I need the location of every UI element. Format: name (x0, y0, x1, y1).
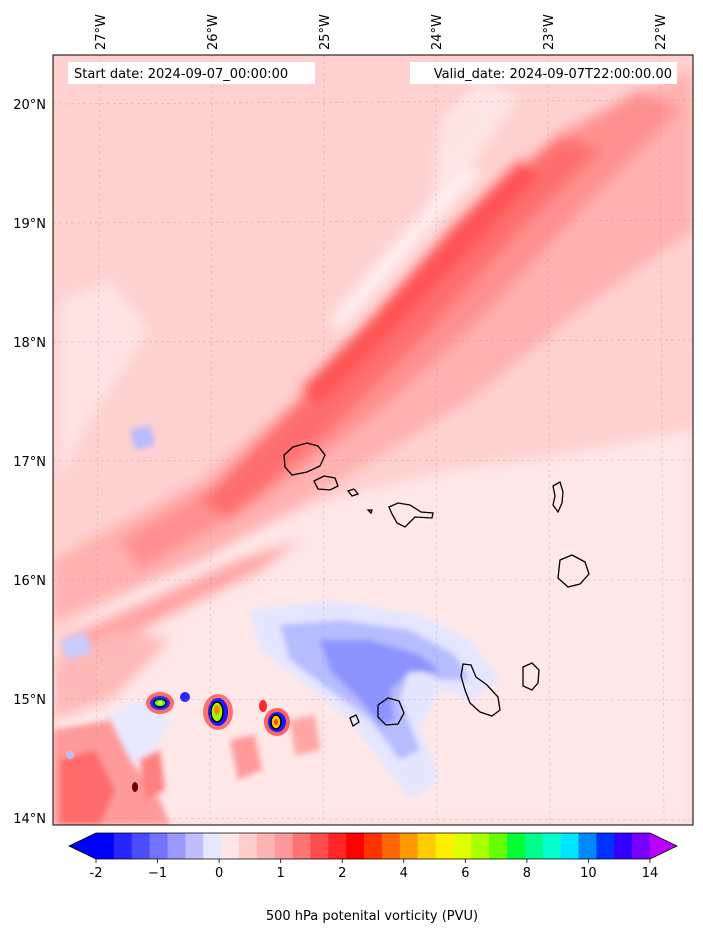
island-santiago (460, 663, 501, 717)
colorbar-swatch (417, 833, 437, 859)
island-sao-vicente (313, 475, 339, 491)
lat-tick-label: 16°N (13, 574, 46, 589)
island-santo-antao (283, 442, 326, 476)
colorbar-swatch (203, 833, 222, 859)
colorbar-tick-label: 4 (400, 866, 408, 881)
colorbar-tick-label: 6 (461, 866, 469, 881)
island-fogo (377, 697, 405, 726)
colorbar-swatch (560, 833, 580, 859)
colorbar-tick-labels: -2 −1 0 1 2 4 6 8 10 14 (90, 859, 659, 881)
colorbar-swatch (542, 833, 562, 859)
vortex-3 (264, 708, 290, 736)
lon-tick-label: 26°W (206, 14, 221, 50)
colorbar-swatch (167, 833, 186, 859)
colorbar-tick-label: 1 (277, 866, 285, 881)
colorbar-tick-label: 0 (215, 866, 223, 881)
island-branco (366, 509, 373, 515)
colorbar-tick-label: -2 (90, 866, 103, 881)
lon-tick-label: 25°W (318, 14, 333, 50)
lat-tick-label: 20°N (13, 98, 46, 113)
colorbar-swatch (256, 833, 276, 859)
colorbar-tick-label: 10 (580, 866, 597, 881)
colorbar-swatch (131, 833, 151, 859)
colorbar-swatch (328, 833, 347, 859)
lat-tick-label: 17°N (13, 455, 46, 470)
colorbar-under-arrow (69, 833, 96, 859)
colorbar-swatch (524, 833, 544, 859)
colorbar-swatch (149, 833, 168, 859)
lat-tick-label: 19°N (13, 217, 46, 232)
island-santa-luzia (346, 488, 360, 497)
colorbar-swatch (185, 833, 204, 859)
colorbar-swatch (364, 833, 383, 859)
colorbar-swatch (435, 833, 454, 859)
colorbar-swatch (507, 833, 526, 859)
vortex-small-d (66, 751, 74, 759)
island-maio (522, 662, 540, 691)
valid-date-box (410, 62, 677, 84)
colorbar-tick-label: 8 (523, 866, 531, 881)
lon-tick-label: 22°W (654, 14, 669, 50)
lon-tick-label: 27°W (94, 14, 109, 50)
map-frame (52, 54, 694, 826)
colorbar-swatch (489, 833, 508, 859)
colorbar-swatch (221, 833, 240, 859)
island-brava (349, 714, 360, 727)
lat-tick-label: 14°N (13, 812, 46, 827)
lon-tick-label: 24°W (430, 14, 445, 50)
colorbar-swatch (346, 833, 365, 859)
colorbar-swatch (238, 833, 258, 859)
graticule (53, 55, 693, 825)
valid-date-label: Valid_date: 2024-09-07T22:00:00.00 (434, 67, 672, 82)
colorbar-swatch (292, 833, 311, 859)
coastlines (283, 442, 590, 727)
vortex-1 (146, 692, 174, 714)
colorbar-swatch (632, 833, 651, 859)
longitude-tick-labels: 27°W 26°W 25°W 24°W 23°W 22°W (94, 14, 669, 50)
colorbar-swatch (381, 833, 401, 859)
colorbar-tick-label: 2 (338, 866, 346, 881)
colorbar-swatch (453, 833, 472, 859)
latitude-tick-labels: 20°N 19°N 18°N 17°N 16°N 15°N 14°N (13, 98, 46, 827)
lon-tick-label: 23°W (542, 14, 557, 50)
colorbar-swatch (471, 833, 490, 859)
colorbar-swatch (596, 833, 615, 859)
island-sao-nicolau (388, 502, 434, 528)
colorbar-swatch (614, 833, 633, 859)
colorbar-tick-label: −1 (148, 866, 167, 881)
map-area: Start date: 2024-09-07_00:00:00 Valid_da… (53, 55, 693, 825)
island-sal (552, 481, 564, 514)
start-date-label: Start date: 2024-09-07_00:00:00 (74, 67, 288, 82)
island-boa-vista (557, 554, 590, 588)
vortex-small-a (180, 692, 190, 702)
colorbar (68, 832, 678, 860)
colorbar-label: 500 hPa potenital vorticity (PVU) (266, 909, 478, 924)
start-date-box (68, 62, 315, 84)
vortex-small-b (259, 700, 267, 712)
colorbar-swatch (399, 833, 419, 859)
colorbar-over-arrow (650, 833, 677, 859)
colorbar-swatch (310, 833, 329, 859)
colorbar-swatch (274, 833, 294, 859)
colorbar-swatch (96, 833, 115, 859)
lat-tick-label: 15°N (13, 693, 46, 708)
colorbar-swatch (113, 833, 133, 859)
vortex-small-c (132, 782, 138, 792)
colorbar-tick-label: 14 (642, 866, 659, 881)
lat-tick-label: 18°N (13, 336, 46, 351)
pv-field-southwest-red (53, 715, 320, 825)
colorbar-swatch (578, 833, 597, 859)
